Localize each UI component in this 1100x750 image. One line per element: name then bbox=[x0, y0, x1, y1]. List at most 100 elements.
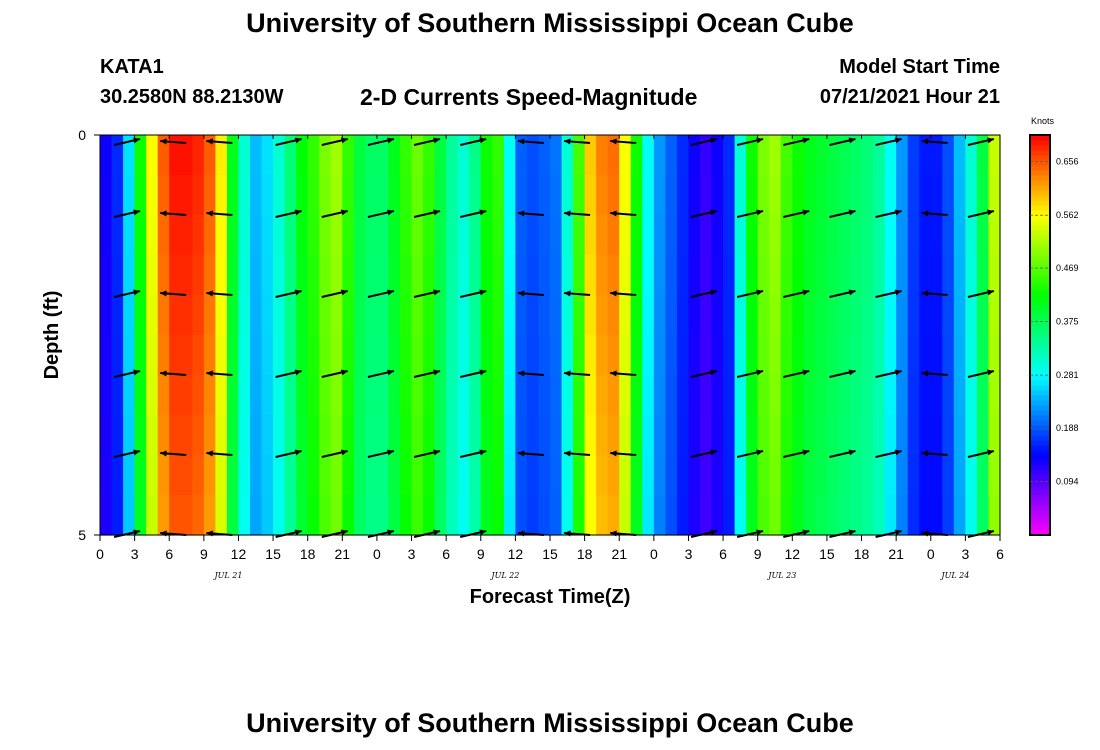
heatmap-cell bbox=[111, 295, 124, 336]
current-vector bbox=[921, 138, 948, 145]
heatmap-cell bbox=[123, 295, 136, 336]
heatmap-cell bbox=[561, 215, 574, 256]
heatmap-cell bbox=[676, 175, 690, 216]
heatmap-cell bbox=[665, 215, 678, 256]
heatmap-cell bbox=[330, 255, 343, 296]
heatmap-cell bbox=[988, 335, 1001, 376]
heatmap-cell bbox=[492, 415, 505, 456]
colorbar-swatch bbox=[1030, 335, 1050, 341]
heatmap-cell bbox=[388, 415, 401, 456]
heatmap-cell bbox=[330, 455, 343, 496]
heatmap-cell bbox=[711, 455, 724, 496]
heatmap-cell bbox=[469, 415, 482, 456]
heatmap-cell bbox=[850, 295, 863, 336]
heatmap-cell bbox=[388, 375, 401, 416]
heatmap-cell bbox=[619, 335, 632, 376]
current-vector bbox=[413, 449, 441, 458]
current-vector bbox=[275, 369, 302, 378]
heatmap-cell bbox=[734, 255, 747, 296]
heatmap-cell bbox=[803, 135, 816, 176]
heatmap-cell bbox=[642, 375, 655, 416]
colorbar-tick-label: 0.375 bbox=[1056, 317, 1079, 327]
heatmap-cell bbox=[538, 295, 551, 336]
heatmap-cell bbox=[584, 455, 597, 496]
heatmap-cell bbox=[376, 335, 390, 376]
colorbar-swatch bbox=[1030, 260, 1050, 266]
heatmap-cell bbox=[515, 175, 528, 216]
current-vector bbox=[610, 290, 637, 297]
heatmap-cell bbox=[423, 335, 436, 376]
colorbar-swatch bbox=[1030, 160, 1050, 166]
current-vector bbox=[460, 209, 487, 218]
colorbar-swatch bbox=[1030, 480, 1050, 486]
heatmap-cell bbox=[838, 255, 851, 296]
heatmap-cell bbox=[873, 495, 886, 536]
heatmap-cell bbox=[757, 335, 770, 376]
heatmap-cell bbox=[342, 135, 355, 176]
heatmap-cell bbox=[573, 375, 586, 416]
colorbar-swatch bbox=[1030, 370, 1050, 376]
heatmap-cell bbox=[803, 335, 816, 376]
heatmap-cell bbox=[192, 335, 205, 376]
x-tick-label: 21 bbox=[335, 546, 351, 562]
heatmap-cell bbox=[861, 295, 874, 336]
heatmap-cell bbox=[723, 455, 736, 496]
current-vector bbox=[875, 209, 902, 218]
heatmap-cell bbox=[146, 415, 159, 456]
heatmap-cell bbox=[907, 215, 920, 256]
heatmap-cell bbox=[815, 375, 828, 416]
colorbar-tick-label: 0.562 bbox=[1056, 210, 1079, 220]
heatmap-cell bbox=[780, 135, 793, 176]
colorbar-swatch bbox=[1030, 440, 1050, 446]
heatmap-cell bbox=[342, 175, 355, 216]
heatmap-cell bbox=[503, 375, 516, 416]
colorbar-swatch bbox=[1030, 530, 1050, 536]
heatmap-cell bbox=[492, 255, 505, 296]
heatmap-cell bbox=[700, 375, 713, 416]
heatmap-cell bbox=[642, 135, 655, 176]
current-vector bbox=[690, 369, 718, 378]
heatmap-cell bbox=[550, 335, 563, 376]
heatmap-cell bbox=[388, 455, 401, 496]
heatmap-cell bbox=[457, 295, 470, 336]
heatmap-cell bbox=[423, 135, 436, 176]
date-label: JUL 24 bbox=[939, 571, 969, 580]
colorbar-swatch bbox=[1030, 505, 1050, 511]
heatmap-cell bbox=[284, 295, 297, 336]
heatmap-cell bbox=[100, 415, 113, 456]
heatmap-cell bbox=[596, 415, 609, 456]
heatmap-cell bbox=[561, 375, 574, 416]
heatmap-cell bbox=[676, 455, 690, 496]
x-tick-label: 0 bbox=[927, 546, 935, 562]
heatmap-cell bbox=[123, 175, 136, 216]
heatmap-cell bbox=[296, 415, 309, 456]
heatmap-cell bbox=[573, 175, 586, 216]
heatmap-cell bbox=[215, 495, 228, 536]
heatmap-cell bbox=[746, 335, 759, 376]
footer-title: University of Southern Mississippi Ocean… bbox=[246, 708, 854, 738]
heatmap-cell bbox=[884, 255, 897, 296]
current-vector bbox=[564, 370, 591, 377]
heatmap-cell bbox=[538, 255, 551, 296]
heatmap-cell bbox=[400, 215, 413, 256]
heatmap-cell bbox=[457, 215, 470, 256]
heatmap-cell bbox=[746, 375, 759, 416]
heatmap-cell bbox=[561, 255, 574, 296]
heatmap-cell bbox=[342, 495, 355, 536]
heatmap-cell bbox=[157, 455, 170, 496]
heatmap-cell bbox=[457, 135, 470, 176]
heatmap-cell bbox=[746, 175, 759, 216]
heatmap-cell bbox=[203, 375, 216, 416]
heatmap-cell bbox=[803, 375, 816, 416]
colorbar-swatch bbox=[1030, 135, 1050, 141]
current-vector bbox=[160, 450, 187, 457]
heatmap-cell bbox=[388, 135, 401, 176]
x-tick-label: 15 bbox=[265, 546, 281, 562]
current-vector bbox=[967, 289, 995, 298]
colorbar-swatch bbox=[1030, 255, 1050, 261]
heatmap-cell bbox=[192, 215, 205, 256]
heatmap-cell bbox=[826, 215, 840, 256]
heatmap-cell bbox=[319, 135, 332, 176]
current-vector bbox=[460, 449, 487, 458]
heatmap-cell bbox=[826, 175, 840, 216]
